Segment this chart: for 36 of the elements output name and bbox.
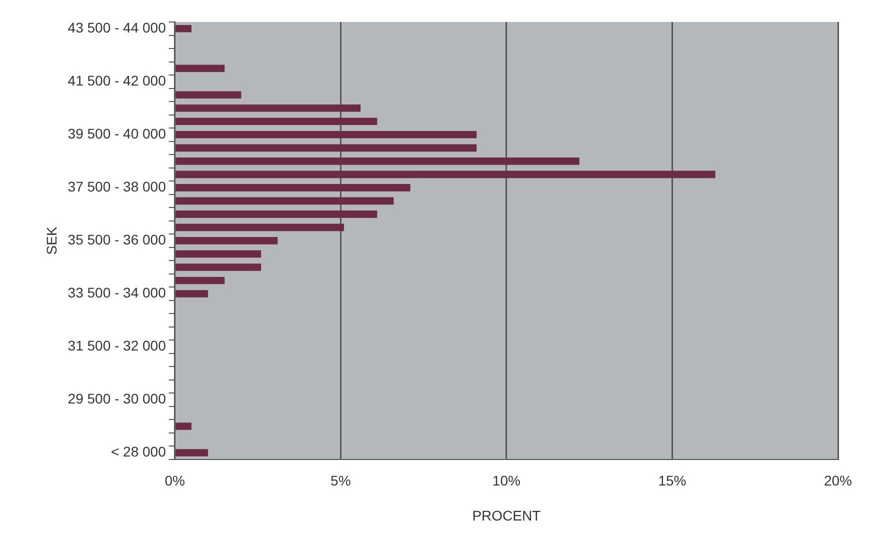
x-tick-label: 10% [492, 472, 520, 489]
x-tick-label: 5% [330, 472, 351, 489]
x-axis-title: PROCENT [472, 507, 542, 524]
bar [176, 250, 262, 258]
y-tick-label: 31 500 - 32 000 [68, 338, 166, 354]
bar [176, 264, 262, 271]
y-tick-label: 39 500 - 40 000 [68, 126, 166, 142]
y-tick-label: 37 500 - 38 000 [68, 178, 166, 195]
bar [176, 24, 192, 32]
y-tick-label: < 28 000 [110, 444, 166, 460]
bar [176, 197, 394, 205]
bar [176, 91, 242, 99]
bar [176, 224, 344, 232]
y-tick-label: 33 500 - 34 000 [68, 284, 166, 301]
bar [176, 449, 208, 456]
bar [176, 184, 410, 192]
bar [176, 131, 477, 138]
y-tick-label: 29 500 - 30 000 [68, 390, 166, 407]
bar [176, 290, 208, 298]
y-tick-label: 35 500 - 36 000 [68, 232, 166, 248]
bar [176, 64, 225, 72]
x-tick-label: 15% [658, 472, 686, 489]
bar [176, 158, 580, 165]
bar [176, 104, 361, 112]
y-tick-label: 43 500 - 44 000 [68, 19, 166, 36]
bar [176, 144, 477, 152]
bar [176, 118, 378, 126]
y-tick-label: 41 500 - 42 000 [68, 72, 166, 89]
bar [176, 237, 278, 244]
bar [176, 276, 225, 284]
bar [176, 210, 378, 218]
x-tick-label: 20% [824, 472, 852, 489]
y-axis-title: SEK [43, 226, 60, 255]
x-tick-label: 0% [164, 472, 185, 489]
bar [176, 170, 716, 178]
bar [176, 422, 192, 430]
